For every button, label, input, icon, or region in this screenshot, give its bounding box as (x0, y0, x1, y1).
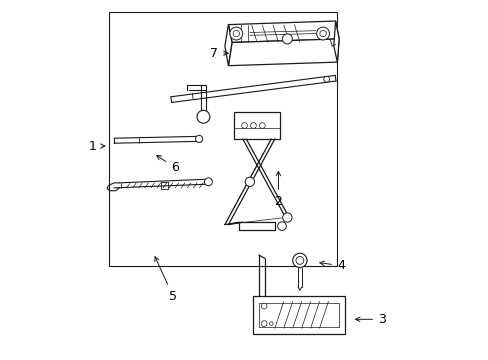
Circle shape (244, 177, 254, 186)
Circle shape (282, 213, 291, 222)
Circle shape (269, 322, 272, 325)
Text: 5: 5 (155, 257, 177, 303)
Circle shape (197, 111, 209, 123)
Polygon shape (333, 21, 339, 62)
Circle shape (204, 178, 212, 186)
Circle shape (195, 135, 203, 143)
Circle shape (250, 123, 256, 129)
Circle shape (316, 27, 329, 40)
Circle shape (319, 30, 325, 37)
Text: 1: 1 (88, 140, 105, 153)
Circle shape (292, 253, 306, 267)
Polygon shape (224, 24, 231, 66)
Circle shape (295, 256, 303, 264)
Text: 3: 3 (355, 313, 385, 326)
Circle shape (259, 123, 264, 129)
Circle shape (261, 321, 266, 327)
Circle shape (233, 30, 239, 37)
Polygon shape (228, 39, 339, 66)
Polygon shape (239, 222, 274, 230)
Text: 2: 2 (274, 171, 282, 208)
Polygon shape (233, 112, 280, 139)
Circle shape (277, 222, 285, 230)
Circle shape (323, 76, 329, 82)
Circle shape (229, 27, 242, 40)
Polygon shape (228, 21, 339, 42)
Text: 4: 4 (319, 259, 344, 272)
Circle shape (282, 34, 292, 44)
Text: 6: 6 (156, 156, 179, 174)
Polygon shape (253, 296, 344, 334)
Circle shape (261, 303, 266, 309)
Text: 7: 7 (210, 47, 228, 60)
Circle shape (241, 123, 247, 129)
